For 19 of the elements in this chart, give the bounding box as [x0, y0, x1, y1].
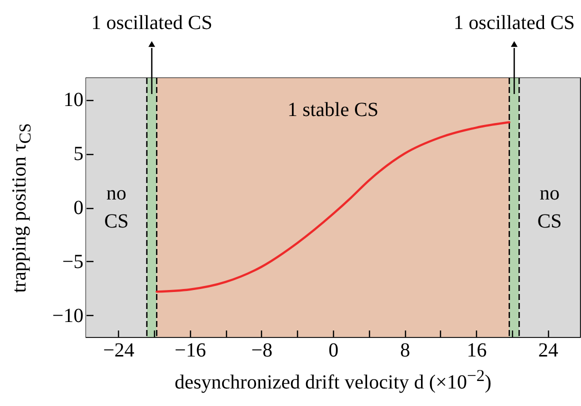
y-tick-label: 0: [74, 197, 84, 219]
x-tick-label: 8: [400, 340, 410, 362]
x-tick-label: −16: [174, 340, 206, 362]
band-label: 1 oscillated CS: [454, 12, 575, 34]
y-tick-label: −5: [62, 250, 84, 273]
x-tick-label: −8: [251, 340, 273, 362]
band-label: 1 oscillated CS: [91, 12, 212, 34]
x-tick-label: 16: [466, 340, 487, 362]
y-tick-label: 10: [64, 89, 84, 112]
y-tick-label: 5: [74, 143, 84, 166]
x-tick-label: 24: [538, 340, 558, 362]
x-axis-title: desynchronized drift velocity d (×10$^{−2}$): [174, 366, 492, 395]
band-label: no CS: [104, 182, 129, 232]
line-series: [156, 121, 510, 293]
x-tick-label: 0: [328, 340, 338, 362]
y-tick-label: −10: [52, 304, 84, 327]
x-tick-label: −24: [103, 340, 134, 362]
band-label: 1 stable CS: [287, 99, 379, 121]
band-label: no CS: [537, 182, 562, 232]
